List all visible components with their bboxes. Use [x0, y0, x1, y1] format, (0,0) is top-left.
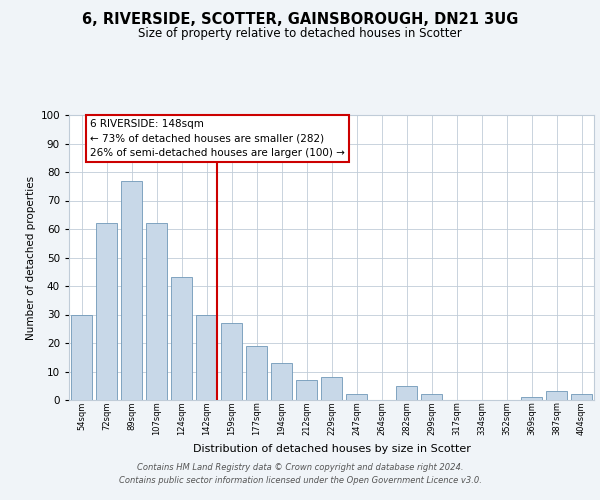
- Bar: [396, 386, 417, 400]
- Text: 6, RIVERSIDE, SCOTTER, GAINSBOROUGH, DN21 3UG: 6, RIVERSIDE, SCOTTER, GAINSBOROUGH, DN2…: [82, 12, 518, 28]
- X-axis label: Distribution of detached houses by size in Scotter: Distribution of detached houses by size …: [193, 444, 470, 454]
- Text: Contains HM Land Registry data © Crown copyright and database right 2024.: Contains HM Land Registry data © Crown c…: [137, 464, 463, 472]
- Text: 6 RIVERSIDE: 148sqm
← 73% of detached houses are smaller (282)
26% of semi-detac: 6 RIVERSIDE: 148sqm ← 73% of detached ho…: [90, 120, 345, 158]
- Bar: [96, 224, 117, 400]
- Y-axis label: Number of detached properties: Number of detached properties: [26, 176, 36, 340]
- Bar: [71, 314, 92, 400]
- Text: Contains public sector information licensed under the Open Government Licence v3: Contains public sector information licen…: [119, 476, 481, 485]
- Bar: [221, 323, 242, 400]
- Bar: [246, 346, 267, 400]
- Bar: [571, 394, 592, 400]
- Bar: [521, 397, 542, 400]
- Bar: [546, 392, 567, 400]
- Bar: [196, 314, 217, 400]
- Bar: [271, 363, 292, 400]
- Bar: [121, 180, 142, 400]
- Text: Size of property relative to detached houses in Scotter: Size of property relative to detached ho…: [138, 28, 462, 40]
- Bar: [296, 380, 317, 400]
- Bar: [421, 394, 442, 400]
- Bar: [321, 377, 342, 400]
- Bar: [346, 394, 367, 400]
- Bar: [171, 278, 192, 400]
- Bar: [146, 224, 167, 400]
